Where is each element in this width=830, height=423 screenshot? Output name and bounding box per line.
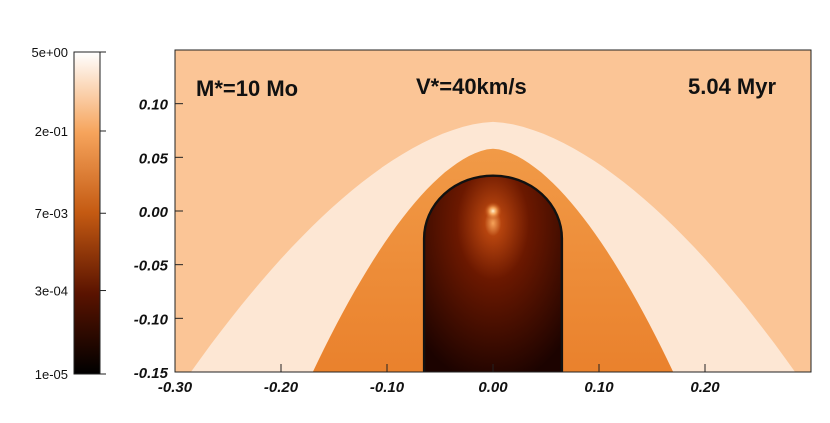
star-marker xyxy=(484,202,502,220)
y-tick-label: -0.15 xyxy=(134,365,169,382)
y-tick-label: 0.05 xyxy=(139,150,169,167)
mass-annotation: M*=10 Mo xyxy=(196,76,298,101)
colorbar-tick-label: 1e-05 xyxy=(35,367,68,382)
x-tick-label: -0.10 xyxy=(370,379,405,396)
x-tick-label: 0.10 xyxy=(584,379,614,396)
y-tick-label: -0.05 xyxy=(134,258,169,275)
colorbar-ticks: 5e+00 2e-01 7e-03 3e-04 1e-05 xyxy=(31,45,106,382)
x-axis: -0.30 -0.20 -0.10 0.00 0.10 0.20 xyxy=(158,364,720,396)
x-tick-label: -0.30 xyxy=(158,379,193,396)
time-annotation: 5.04 Myr xyxy=(688,74,776,99)
colorbar-tick-label: 2e-01 xyxy=(35,124,68,139)
colorbar: 5e+00 2e-01 7e-03 3e-04 1e-05 xyxy=(31,45,106,382)
x-tick-label: 0.20 xyxy=(690,379,720,396)
bubble-contour-line xyxy=(422,174,564,372)
velocity-annotation: V*=40km/s xyxy=(416,74,527,99)
colorbar-tick-label: 7e-03 xyxy=(35,206,68,221)
x-tick-label: 0.00 xyxy=(478,379,508,396)
hot-wind-bubble xyxy=(424,175,562,372)
colorbar-gradient xyxy=(73,51,101,375)
y-tick-label: 0.10 xyxy=(139,97,169,114)
x-tick-label: -0.20 xyxy=(264,379,299,396)
y-tick-label: -0.10 xyxy=(134,311,169,328)
colorbar-tick-label: 3e-04 xyxy=(35,284,68,299)
plot-area xyxy=(175,50,811,372)
colorbar-tick-label: 5e+00 xyxy=(31,45,68,60)
y-axis: 0.10 0.05 0.00 -0.05 -0.10 -0.15 xyxy=(134,97,183,382)
y-tick-label: 0.00 xyxy=(139,204,169,221)
